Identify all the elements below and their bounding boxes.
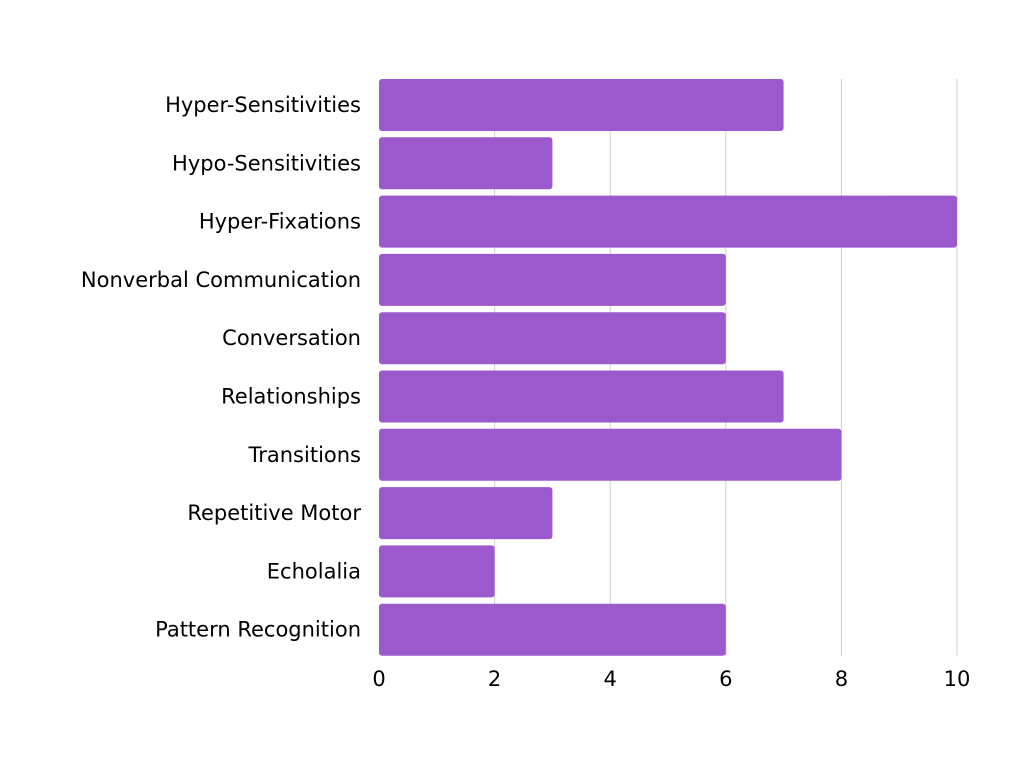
x-tick-label: 6 (719, 667, 732, 691)
x-tick-label: 4 (604, 667, 617, 691)
category-label: Pattern Recognition (155, 618, 361, 642)
bar-pattern-recognition (379, 603, 726, 656)
category-label: Transitions (248, 443, 362, 467)
bar-echolalia (379, 545, 495, 598)
x-tick-label: 8 (835, 667, 848, 691)
x-tick-label: 0 (372, 667, 385, 691)
category-label: Nonverbal Communication (81, 268, 361, 292)
category-label: Hyper-Fixations (199, 210, 361, 234)
bar-transitions (379, 428, 842, 481)
bar-hyper-sensitivities (379, 79, 784, 131)
bar-hypo-sensitivities (379, 137, 553, 190)
category-label: Echolalia (267, 559, 361, 583)
gridlines (494, 79, 958, 656)
x-axis-tick-labels: 0 2 4 6 8 10 (372, 667, 970, 691)
category-label: Hyper-Sensitivities (165, 93, 361, 117)
category-label: Hypo-Sensitivities (172, 151, 361, 175)
bar-relationships (379, 370, 784, 423)
category-labels: Hyper-Sensitivities Hypo-Sensitivities Hyp… (81, 93, 361, 642)
bar-conversation (379, 312, 726, 365)
bar-nonverbal-communication (379, 253, 726, 306)
bars (379, 79, 957, 656)
x-tick-label: 2 (488, 667, 501, 691)
category-label: Relationships (221, 385, 361, 409)
bar-repetitive-motor (379, 487, 553, 540)
category-label: Conversation (222, 326, 361, 350)
category-label: Repetitive Motor (187, 501, 361, 525)
bar-hyper-fixations (379, 195, 957, 248)
x-tick-label: 10 (944, 667, 971, 691)
